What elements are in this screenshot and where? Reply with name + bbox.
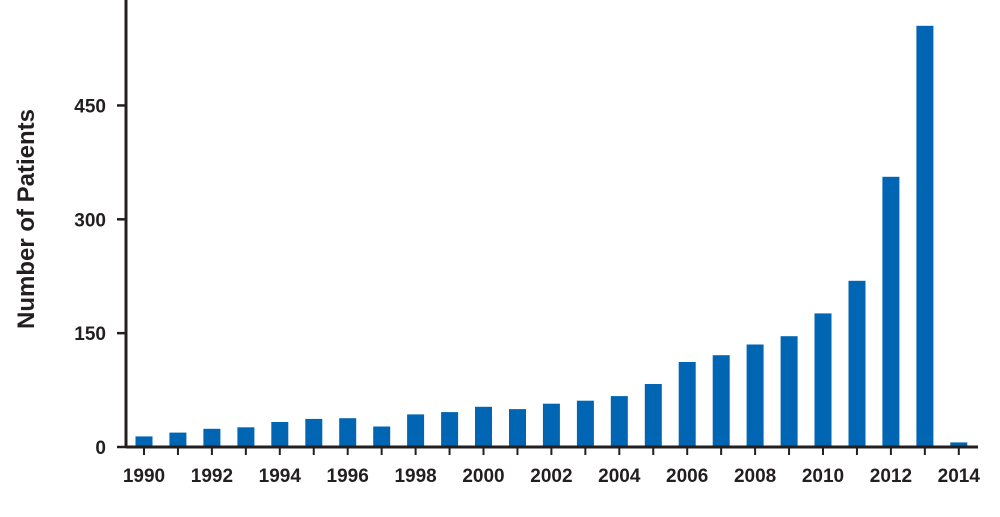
bar-1999 <box>441 412 459 447</box>
x-tick-label: 2000 <box>462 466 504 487</box>
y-tick-label: 450 <box>74 96 106 117</box>
bar-1995 <box>305 418 323 447</box>
bars-group <box>135 25 968 448</box>
bar-1991 <box>169 432 187 447</box>
x-tick-label: 2006 <box>666 466 708 487</box>
y-axis-ticks: 0 150 300 450 <box>74 96 126 459</box>
bar-1998 <box>407 414 425 447</box>
bar-1996 <box>339 418 357 447</box>
bar-1993 <box>237 427 255 447</box>
x-tick-label: 1994 <box>259 466 302 487</box>
y-tick-label: 300 <box>74 210 106 231</box>
bar-2013 <box>916 25 934 448</box>
y-tick-label: 0 <box>95 438 106 459</box>
bar-2009 <box>780 336 798 447</box>
x-tick-label: 1992 <box>191 466 233 487</box>
bar-2007 <box>712 355 730 447</box>
bar-1992 <box>203 428 221 447</box>
x-tick-label: 1990 <box>123 466 165 487</box>
bar-2001 <box>509 409 526 447</box>
bar-2000 <box>475 406 492 447</box>
x-tick-label: 2014 <box>938 466 981 487</box>
x-tick-label: 2010 <box>802 466 844 487</box>
y-tick-label: 150 <box>74 324 106 345</box>
bar-2002 <box>542 403 560 447</box>
x-axis-ticks: 1990 1992 1994 1996 1998 2000 2002 2004 2006 2008… <box>123 447 981 487</box>
bar-1990 <box>135 436 153 447</box>
bar-2004 <box>610 396 628 447</box>
y-axis-title: Number of Patients <box>13 109 40 329</box>
bar-2003 <box>576 400 594 447</box>
x-tick-label: 2004 <box>598 466 641 487</box>
x-tick-label: 1998 <box>394 466 436 487</box>
bar-1997 <box>373 426 391 447</box>
bar-2008 <box>746 344 764 447</box>
bar-2011 <box>848 280 866 447</box>
bar-2014 <box>950 442 968 447</box>
x-tick-label: 1996 <box>327 466 369 487</box>
bar-2006 <box>678 362 696 447</box>
bar-1994 <box>271 422 289 447</box>
bar-2012 <box>882 176 900 448</box>
bar-2010 <box>814 313 832 447</box>
x-tick-label: 2002 <box>530 466 572 487</box>
x-tick-label: 2008 <box>734 466 776 487</box>
bar-2005 <box>644 384 662 447</box>
x-tick-label: 2012 <box>870 466 912 487</box>
